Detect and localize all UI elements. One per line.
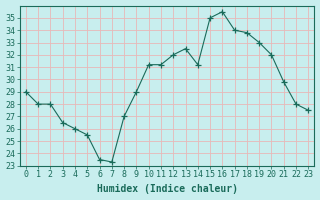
X-axis label: Humidex (Indice chaleur): Humidex (Indice chaleur) (97, 184, 237, 194)
